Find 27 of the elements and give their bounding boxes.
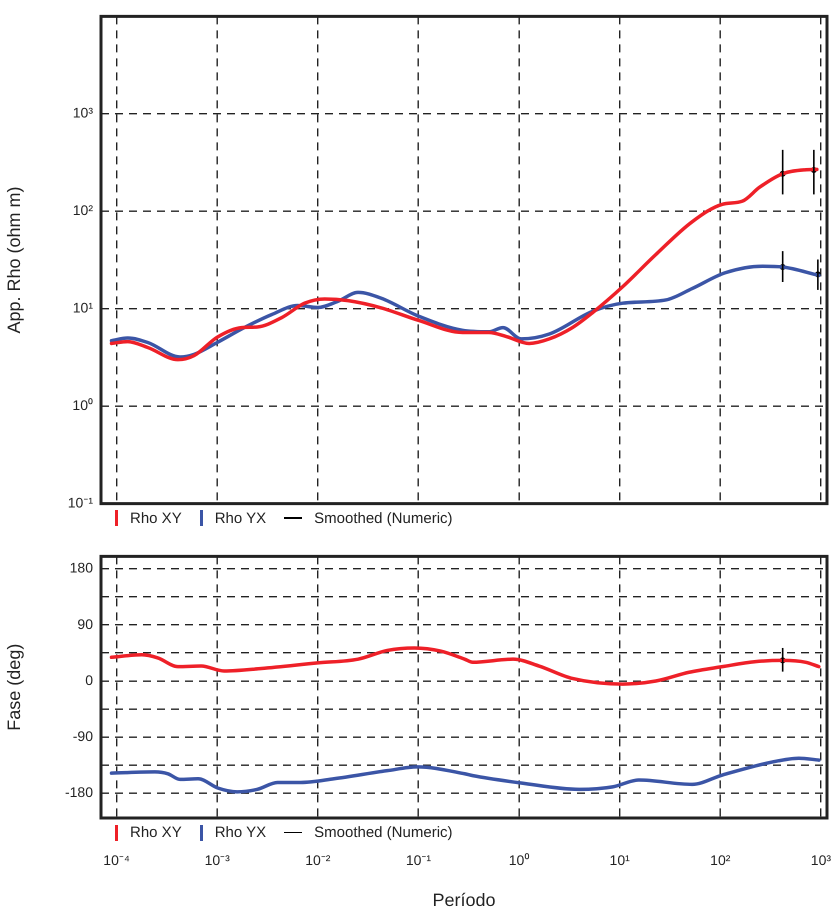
x-tick-label: 10⁻² — [305, 852, 331, 868]
y-tick-label: 0 — [85, 672, 94, 688]
x-tick-label: 10⁻³ — [204, 852, 230, 868]
legend-label: Rho XY — [130, 510, 182, 527]
x-tick-label: 10¹ — [610, 852, 630, 868]
y-tick-label: 10³ — [72, 104, 94, 121]
x-axis-title: Período — [432, 890, 496, 910]
y-axis-title: App. Rho (ohm m) — [4, 186, 24, 334]
y-tick-label: 10⁰ — [72, 397, 93, 414]
legend-label: Rho XY — [130, 824, 182, 841]
x-tick-label: 10³ — [810, 852, 832, 868]
legend-label: Smoothed (Numeric) — [314, 510, 453, 527]
y-axis-title: Fase (deg) — [4, 644, 24, 731]
y-tick-label: -90 — [72, 728, 94, 744]
x-tick-label: 10⁰ — [508, 852, 530, 868]
y-tick-label: 180 — [70, 560, 94, 576]
y-tick-label: 10⁻¹ — [68, 494, 94, 510]
x-tick-label: 10⁻⁴ — [103, 852, 130, 868]
y-tick-label: 90 — [77, 616, 94, 632]
legend-label: Rho YX — [214, 510, 266, 527]
x-tick-label: 10⁻¹ — [406, 852, 432, 868]
legend-label: Smoothed (Numeric) — [314, 824, 453, 841]
x-tick-label: 10² — [710, 852, 731, 868]
y-tick-label: -180 — [64, 784, 94, 800]
y-tick-label: 10² — [72, 202, 94, 218]
legend-label: Rho YX — [214, 824, 266, 841]
y-tick-label: 10¹ — [72, 300, 94, 316]
